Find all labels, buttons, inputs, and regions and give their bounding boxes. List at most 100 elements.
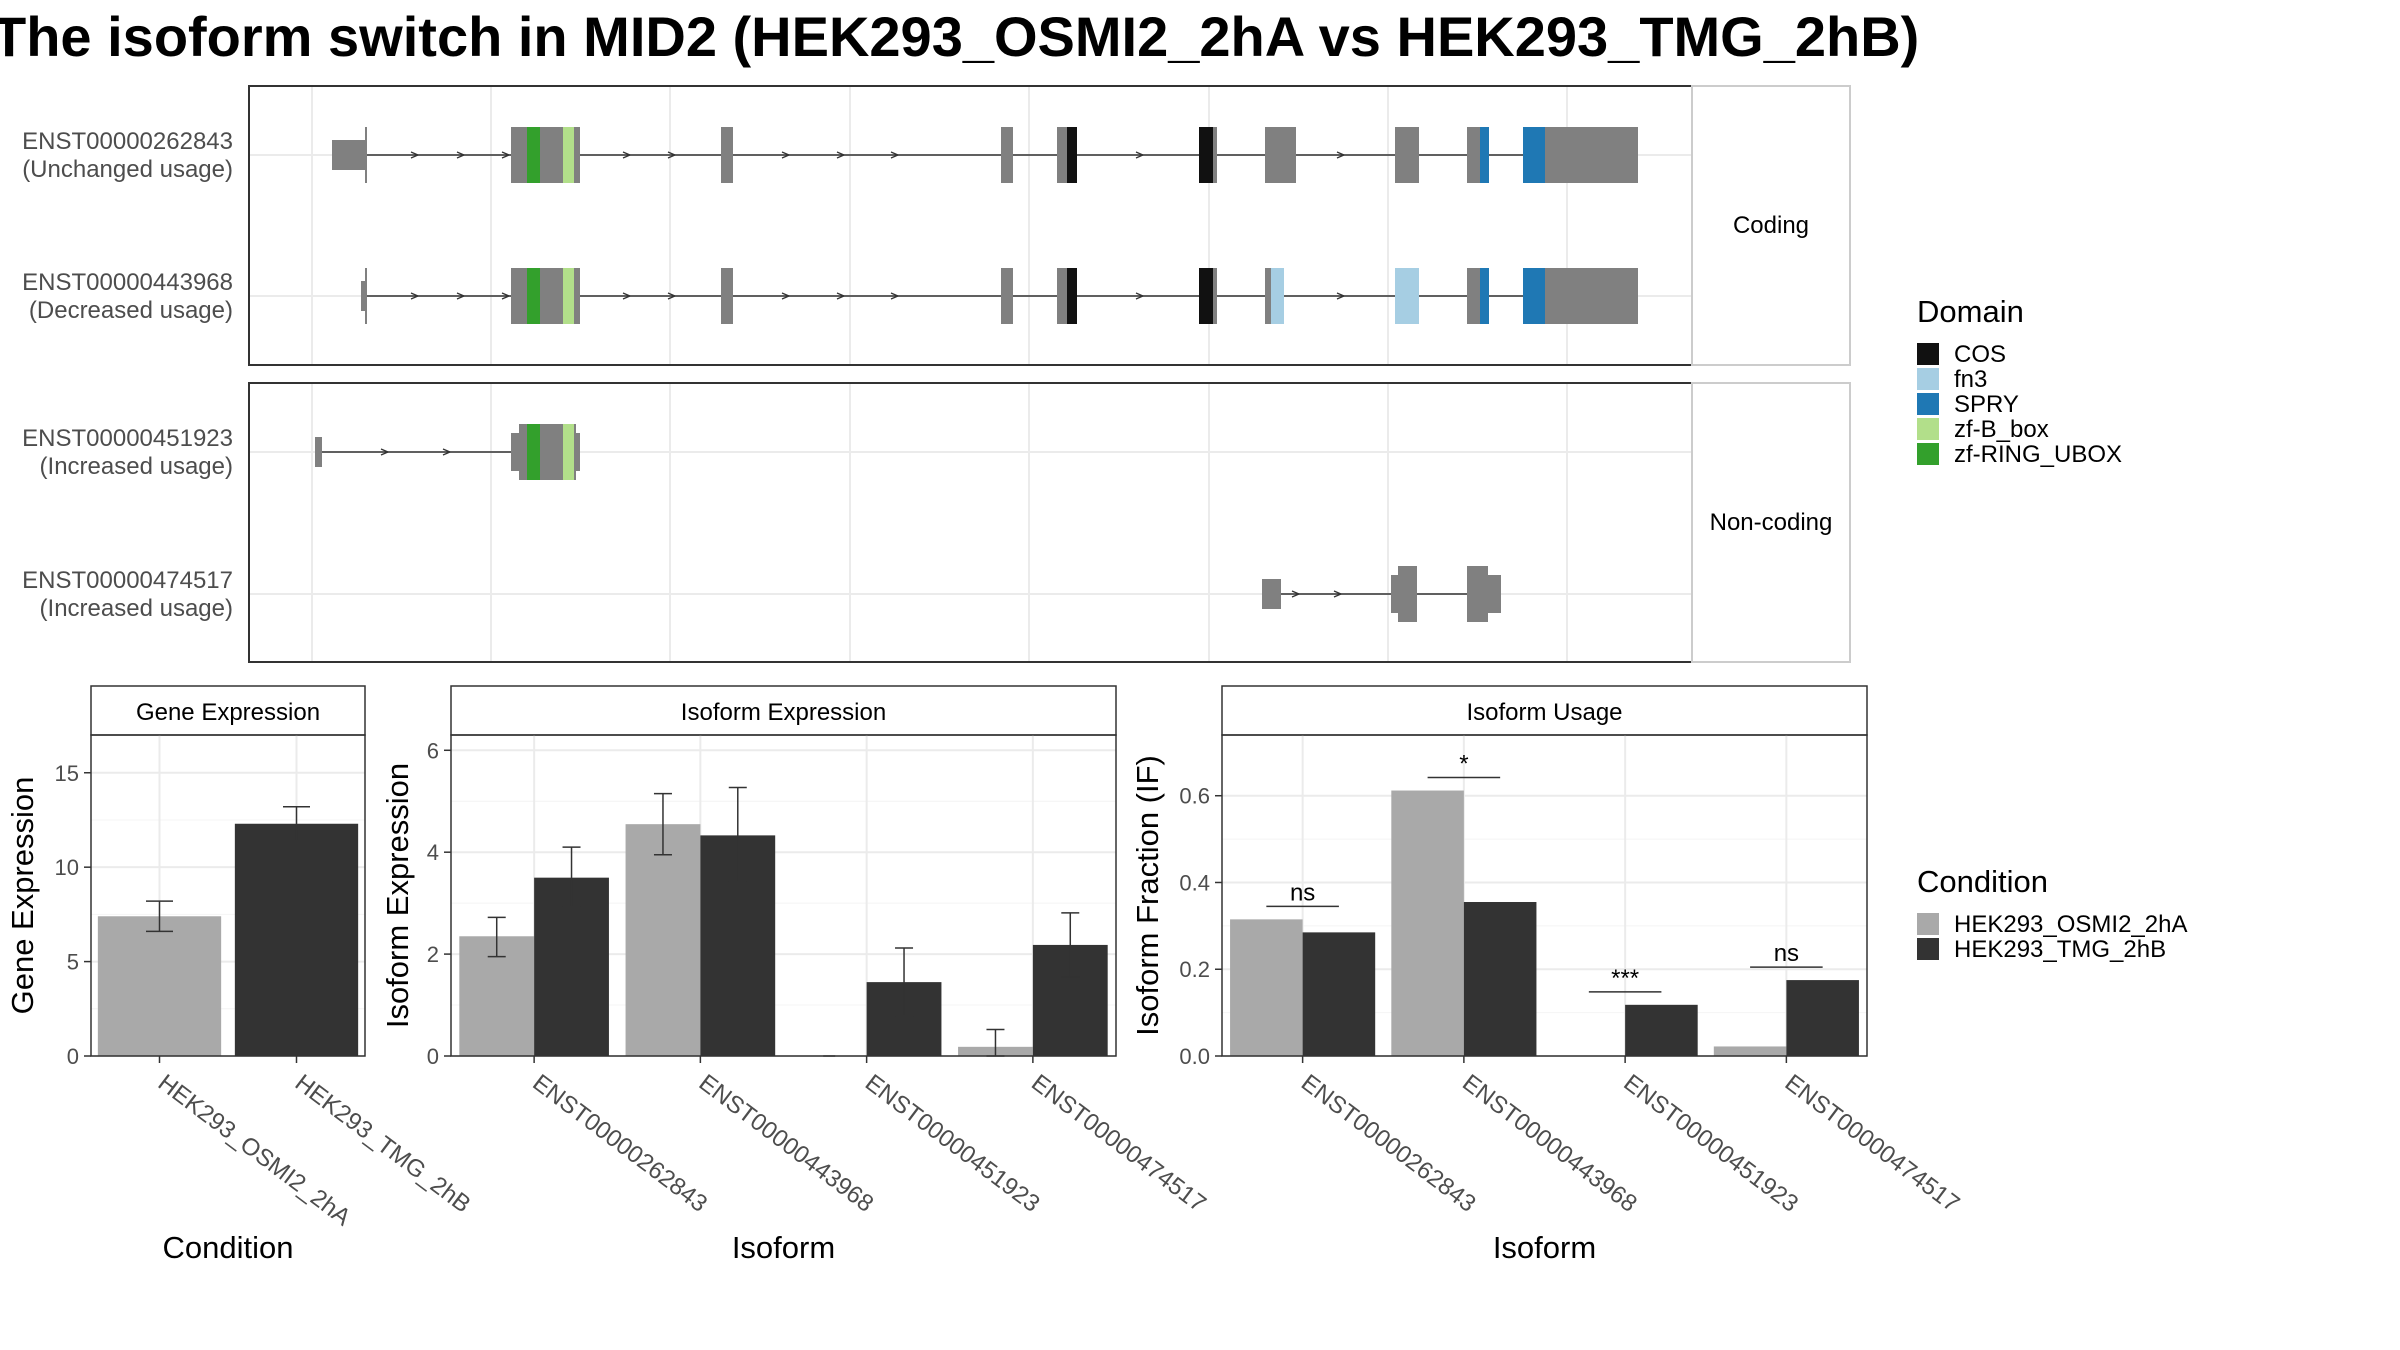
facet-label-coding: Coding bbox=[1733, 212, 1809, 239]
domain-fn3 bbox=[1395, 268, 1419, 324]
y-tick-label: 0 bbox=[67, 1044, 79, 1069]
domain-cos bbox=[1199, 127, 1213, 183]
condition-legend-label-a: HEK293_OSMI2_2hA bbox=[1954, 911, 2187, 938]
transcript-label-1-id: ENST00000262843 bbox=[22, 128, 233, 155]
domain-legend-swatch bbox=[1917, 443, 1939, 465]
bar-condition-b bbox=[1625, 1004, 1698, 1056]
bar-condition-b bbox=[1463, 902, 1537, 1056]
domain-cos bbox=[1067, 268, 1077, 324]
transcript-row-2 bbox=[361, 268, 1638, 324]
bars bbox=[97, 806, 359, 1056]
domain-spry bbox=[1523, 127, 1545, 183]
strand-arrow bbox=[1333, 590, 1343, 598]
strand-arrow bbox=[1336, 292, 1346, 300]
panel-border bbox=[450, 734, 1117, 1057]
significance-label: ns bbox=[1774, 940, 1799, 967]
y-axis-title: Gene Expression bbox=[5, 777, 40, 1015]
significance-label: * bbox=[1459, 751, 1468, 778]
exon bbox=[721, 268, 733, 324]
domain-zf-ring-ubox bbox=[527, 268, 540, 324]
bar-condition-a bbox=[1391, 790, 1464, 1056]
condition-legend-title: Condition bbox=[1917, 864, 2048, 899]
exon bbox=[365, 127, 367, 183]
utr-exon bbox=[361, 281, 366, 311]
exon bbox=[1398, 566, 1417, 622]
domain-legend-label: COS bbox=[1954, 341, 2006, 368]
y-axis: 0 2 4 6 bbox=[427, 738, 451, 1069]
domain-legend-label: SPRY bbox=[1954, 391, 2019, 418]
condition-legend: Condition HEK293_OSMI2_2hA HEK293_TMG_2h… bbox=[1917, 864, 2187, 963]
transcript-row-4 bbox=[1262, 566, 1501, 622]
strand-arrow bbox=[501, 151, 511, 159]
strand-arrow bbox=[667, 292, 677, 300]
utr-exon bbox=[1486, 575, 1501, 613]
x-axis-title: Isoform bbox=[1493, 1230, 1596, 1265]
bar-condition-a bbox=[1713, 1046, 1787, 1056]
domain-zf-ring-ubox bbox=[527, 424, 540, 480]
strand-arrow bbox=[836, 151, 846, 159]
y-axis: 0.0 0.2 0.4 0.6 bbox=[1179, 784, 1222, 1069]
strand-arrow bbox=[380, 448, 390, 456]
strand-arrow bbox=[1336, 151, 1346, 159]
coding-facet-strip bbox=[1691, 85, 1851, 366]
strand-arrow bbox=[622, 151, 632, 159]
strand-arrow bbox=[667, 151, 677, 159]
strand-arrow bbox=[781, 151, 791, 159]
significance-annotations: ns****ns bbox=[1266, 751, 1823, 993]
domain-legend-swatch bbox=[1917, 368, 1939, 390]
y-tick-label: 0.2 bbox=[1179, 957, 1210, 982]
coding-panel-background bbox=[249, 86, 1692, 365]
utr-exon bbox=[1545, 268, 1638, 324]
y-axis-title: Isoform Fraction (IF) bbox=[1130, 755, 1165, 1036]
exon bbox=[1001, 268, 1013, 324]
bar-condition-a bbox=[625, 824, 701, 1056]
coding-transcript-rows bbox=[332, 127, 1638, 324]
exon bbox=[1391, 575, 1398, 613]
transcript-label-2-usage: (Decreased usage) bbox=[29, 297, 233, 324]
strand-arrow bbox=[442, 448, 452, 456]
y-tick-label: 15 bbox=[55, 761, 79, 786]
y-axis-title: Isoform Expression bbox=[380, 763, 415, 1028]
exon bbox=[1001, 127, 1013, 183]
x-axis-title: Isoform bbox=[732, 1230, 835, 1265]
strand-arrow bbox=[1135, 151, 1145, 159]
utr-exon bbox=[1545, 127, 1638, 183]
bar-condition-b bbox=[1786, 980, 1859, 1056]
facet-label-noncoding: Non-coding bbox=[1710, 509, 1833, 536]
domain-legend-title: Domain bbox=[1917, 294, 2024, 329]
strand-arrow bbox=[890, 151, 900, 159]
y-tick-label: 2 bbox=[427, 942, 439, 967]
bars bbox=[1230, 790, 1859, 1056]
domain-spry bbox=[1480, 268, 1489, 324]
transcript-label-4-id: ENST00000474517 bbox=[22, 567, 233, 594]
transcript-label-2-id: ENST00000443968 bbox=[22, 269, 233, 296]
y-tick-label: 0.0 bbox=[1179, 1044, 1210, 1069]
y-tick-label: 5 bbox=[67, 950, 79, 975]
bar-condition-b bbox=[1302, 932, 1376, 1056]
bar-condition-a bbox=[1230, 919, 1303, 1056]
transcript-row-1 bbox=[332, 127, 1638, 183]
domain-legend-swatch bbox=[1917, 393, 1939, 415]
transcript-label-3-usage: (Increased usage) bbox=[40, 453, 233, 480]
significance-label: ns bbox=[1290, 879, 1315, 906]
panel-border bbox=[90, 734, 366, 1057]
domain-cos bbox=[1067, 127, 1077, 183]
condition-legend-swatch-a bbox=[1917, 913, 1939, 935]
y-tick-label: 10 bbox=[55, 855, 79, 880]
strand-arrow bbox=[410, 151, 420, 159]
domain-spry bbox=[1480, 127, 1489, 183]
condition-legend-swatch-b bbox=[1917, 938, 1939, 960]
panel-strip-title: Isoform Expression bbox=[681, 699, 886, 726]
domain-zf-ring-ubox bbox=[527, 127, 540, 183]
domain-legend-swatch bbox=[1917, 418, 1939, 440]
domain-fn3 bbox=[1271, 268, 1284, 324]
strand-arrow bbox=[622, 292, 632, 300]
transcript-label-1-usage: (Unchanged usage) bbox=[22, 156, 233, 183]
figure-title: The isoform switch in MID2 (HEK293_OSMI2… bbox=[0, 5, 1919, 68]
domain-legend-label: fn3 bbox=[1954, 366, 1987, 393]
domain-legend-label: zf-RING_UBOX bbox=[1954, 441, 2122, 468]
strand-arrow bbox=[456, 292, 466, 300]
domain-zf-b-box bbox=[563, 268, 574, 324]
panel-strip bbox=[450, 685, 1117, 736]
